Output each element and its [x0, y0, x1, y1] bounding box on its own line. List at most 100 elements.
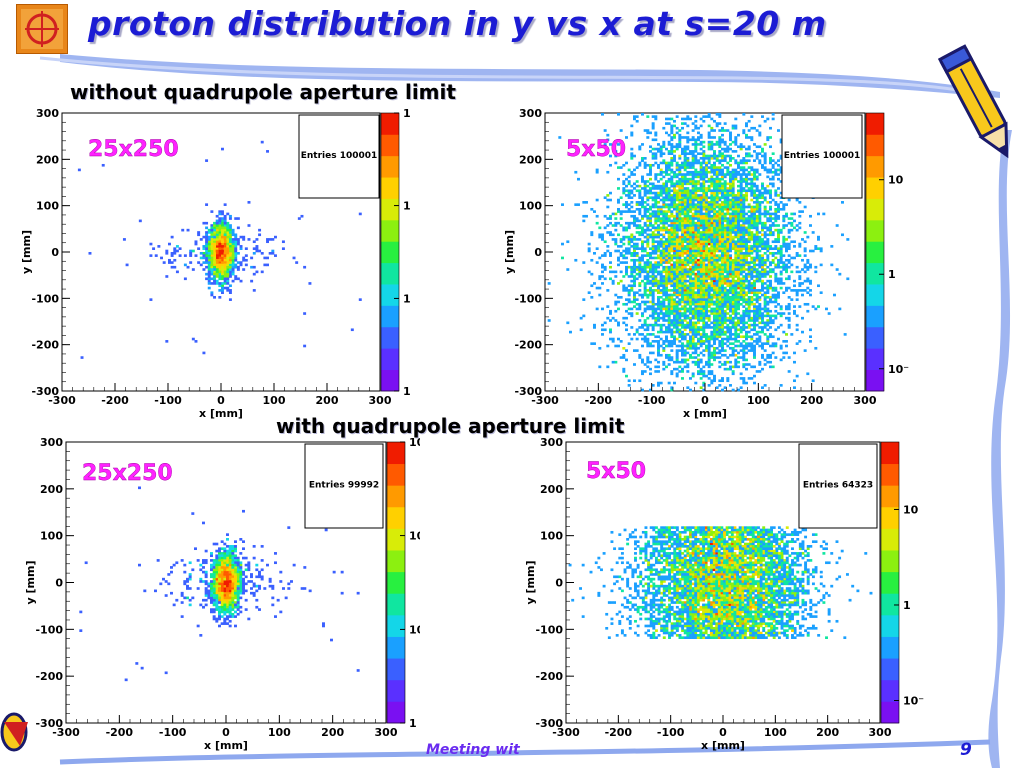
heatmap-cell	[771, 258, 775, 262]
heatmap-cell	[705, 321, 708, 325]
heatmap-cell	[723, 277, 727, 281]
heatmap-cell	[761, 194, 764, 197]
heatmap-cell	[723, 275, 727, 278]
heatmap-cell	[774, 201, 778, 204]
heatmap-cell	[734, 233, 738, 237]
heatmap-cell	[678, 177, 682, 181]
heatmap-cell	[643, 214, 647, 218]
heatmap-cell	[659, 254, 663, 257]
heatmap-cell	[761, 258, 764, 262]
heatmap-cell	[649, 275, 652, 278]
heatmap-cell	[702, 191, 706, 195]
heatmap-cell	[761, 386, 764, 389]
heatmap-cell	[745, 258, 748, 262]
heatmap-cell	[793, 226, 796, 230]
heatmap-cell	[715, 323, 719, 327]
heatmap-cell	[694, 173, 698, 176]
heatmap-cell	[675, 147, 679, 151]
heatmap-cell	[691, 189, 695, 193]
heatmap-cell	[697, 161, 700, 165]
heatmap-cell	[718, 279, 722, 283]
heatmap-cell	[713, 180, 716, 183]
heatmap-cell	[710, 217, 714, 220]
heatmap-cell	[697, 254, 700, 257]
heatmap-cell	[657, 342, 660, 345]
heatmap-cell	[625, 189, 628, 193]
heatmap-cell	[726, 256, 730, 260]
heatmap-cell	[646, 263, 650, 267]
heatmap-cell	[665, 219, 668, 223]
heatmap-cell	[207, 261, 211, 264]
heatmap-cell	[774, 210, 778, 213]
heatmap-cell	[723, 212, 727, 216]
heatmap-cell	[670, 296, 674, 299]
heatmap-cell	[205, 261, 209, 264]
heatmap-cell	[651, 265, 655, 269]
heatmap-cell	[662, 226, 666, 230]
heatmap-cell	[689, 289, 692, 292]
heatmap-cell	[777, 235, 780, 239]
heatmap-cell	[646, 333, 650, 336]
heatmap-cell	[582, 201, 586, 204]
heatmap-cell	[681, 226, 684, 230]
heatmap-cell	[651, 245, 655, 248]
heatmap-cell	[651, 210, 655, 213]
heatmap-cell	[782, 340, 786, 343]
heatmap-cell	[622, 180, 626, 183]
heatmap-cell	[739, 372, 743, 376]
heatmap-cell	[710, 298, 714, 301]
heatmap-cell	[221, 245, 224, 248]
heatmap-cell	[766, 307, 770, 311]
heatmap-cell	[745, 136, 748, 139]
heatmap-cell	[739, 240, 743, 244]
heatmap-cell	[202, 268, 206, 271]
heatmap-cell	[670, 356, 674, 359]
heatmap-cell	[686, 217, 690, 220]
heatmap-cell	[654, 270, 658, 274]
heatmap-cell	[667, 330, 671, 334]
heatmap-cell	[207, 277, 211, 281]
heatmap-cell	[667, 143, 671, 146]
heatmap-cell	[689, 191, 692, 195]
heatmap-cell	[226, 247, 230, 250]
heatmap-cell	[215, 242, 219, 246]
heatmap-cell	[675, 326, 679, 329]
heatmap-cell	[651, 252, 655, 255]
heatmap-cell	[659, 256, 663, 260]
heatmap-cell	[747, 349, 751, 352]
heatmap-cell	[609, 319, 612, 322]
heatmap-cell	[707, 184, 711, 188]
heatmap-cell	[609, 217, 612, 220]
heatmap-cell	[769, 159, 772, 162]
heatmap-cell	[723, 302, 727, 306]
heatmap-cell	[747, 289, 751, 292]
heatmap-cell	[731, 235, 735, 239]
heatmap-cell	[734, 150, 738, 153]
heatmap-cell	[777, 217, 780, 220]
heatmap-cell	[707, 224, 711, 227]
heatmap-cell	[739, 242, 743, 246]
heatmap-cell	[646, 340, 650, 343]
heatmap-cell	[739, 349, 743, 352]
heatmap-cell	[715, 316, 719, 320]
heatmap-cell	[718, 319, 722, 322]
heatmap-cell	[755, 305, 759, 308]
heatmap-cell	[779, 228, 783, 232]
heatmap-cell	[771, 170, 775, 174]
heatmap-cell	[737, 333, 740, 336]
heatmap-cell	[622, 356, 626, 359]
heatmap-cell	[191, 249, 195, 253]
heatmap-cell	[745, 277, 748, 281]
heatmap-cell	[662, 307, 666, 311]
heatmap-cell	[702, 180, 706, 183]
heatmap-cell	[699, 143, 703, 146]
heatmap-cell	[694, 300, 698, 304]
heatmap-cell	[758, 340, 762, 343]
heatmap-cell	[715, 261, 719, 264]
heatmap-cell	[753, 168, 756, 172]
heatmap-cell	[702, 275, 706, 278]
heatmap-cell	[683, 214, 687, 218]
heatmap-cell	[739, 279, 743, 283]
heatmap-cell	[678, 291, 682, 294]
heatmap-cell	[675, 270, 679, 274]
